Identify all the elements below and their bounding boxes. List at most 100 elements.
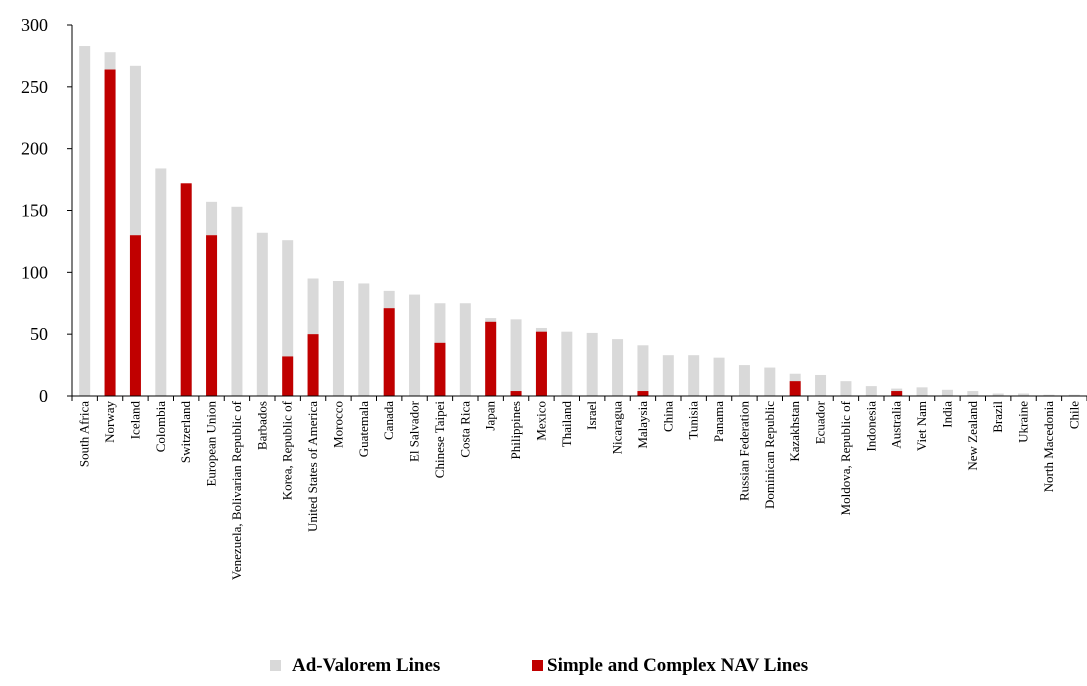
x-tick-label-indonesia: Indonesia — [863, 401, 878, 452]
nav-bar-malaysia — [637, 391, 649, 396]
y-tick-label: 200 — [21, 139, 48, 159]
x-tick-label-united-states-of-america: United States of America — [305, 401, 320, 532]
x-tick-label-brazil: Brazil — [990, 401, 1005, 433]
nav-bar-switzerland — [180, 183, 192, 396]
ad-valorem-bar-malaysia — [637, 345, 649, 396]
ad-valorem-bar-el-salvador — [409, 294, 421, 396]
ad-valorem-bar-iceland — [129, 65, 141, 396]
ad-valorem-bar-viet-nam — [916, 387, 928, 396]
x-tick-label-korea-republic-of: Korea, Republic of — [280, 400, 295, 500]
x-tick-label-north-macedonia: North Macedonia — [1041, 401, 1056, 493]
ad-valorem-bar-korea-republic-of — [282, 240, 294, 396]
x-tick-label-israel: Israel — [584, 401, 599, 430]
ad-valorem-bar-nicaragua — [612, 339, 624, 396]
legend: Ad-Valorem Lines Simple and Complex NAV … — [270, 655, 808, 676]
ad-valorem-bar-tunisia — [688, 355, 700, 396]
ad-valorem-bar-israel — [586, 332, 598, 396]
ad-valorem-bar-china — [662, 355, 674, 396]
x-tick-label-india: India — [939, 401, 954, 428]
ad-valorem-bar-moldova-republic-of — [840, 381, 852, 396]
x-tick-label-malaysia: Malaysia — [635, 401, 650, 449]
ad-valorem-bar-guatemala — [358, 283, 370, 396]
nav-bar-iceland — [129, 235, 141, 396]
x-tick-label-ukraine: Ukraine — [1016, 401, 1031, 443]
ad-valorem-bar-india — [941, 389, 953, 396]
ad-valorem-bar-ecuador — [815, 374, 827, 396]
ad-valorem-bar-chile — [1068, 394, 1080, 396]
x-tick-label-china: China — [660, 401, 675, 432]
legend-swatch-ad-valorem — [270, 660, 281, 671]
x-tick-label-colombia: Colombia — [153, 401, 168, 453]
nav-bar-norway — [104, 69, 116, 397]
x-tick-label-dominican-republic: Dominican Republic — [762, 401, 777, 509]
ad-valorem-bar-venezuela-bolivarian-republic-of — [231, 206, 243, 396]
ad-valorem-bar-panama — [713, 357, 725, 396]
x-tick-label-iceland: Iceland — [127, 401, 142, 440]
x-tick-label-guatemala: Guatemala — [356, 401, 371, 458]
x-tick-label-russian-federation: Russian Federation — [736, 401, 751, 502]
bars-layer — [79, 46, 1080, 397]
ad-valorem-bar-south-africa — [79, 46, 91, 397]
nav-bar-united-states-of-america — [307, 334, 319, 396]
legend-swatch-nav — [532, 660, 543, 671]
x-tick-label-barbados: Barbados — [254, 401, 269, 450]
legend-label-ad-valorem: Ad-Valorem Lines — [292, 655, 440, 676]
ad-valorem-bar-barbados — [256, 232, 268, 396]
ad-valorem-bar-thailand — [561, 331, 573, 396]
nav-bar-australia — [891, 391, 903, 396]
y-tick-label: 150 — [21, 201, 48, 221]
x-tick-label-south-africa: South Africa — [77, 401, 92, 467]
x-tick-label-japan: Japan — [483, 401, 498, 431]
legend-label-nav: Simple and Complex NAV Lines — [547, 655, 808, 676]
x-tick-label-costa-rica: Costa Rica — [457, 401, 472, 458]
x-tick-label-moldova-republic-of: Moldova, Republic of — [838, 400, 853, 515]
y-tick-label: 0 — [39, 386, 48, 406]
nav-bar-chinese-taipei — [434, 342, 446, 396]
x-tick-labels: South Africa Norway Iceland Colombia Switzer… — [77, 400, 1082, 580]
x-tick-label-chinese-taipei: Chinese Taipei — [432, 401, 447, 479]
x-tick-label-new-zealand: New Zealand — [965, 401, 980, 471]
x-tick-label-switzerland: Switzerland — [178, 401, 193, 464]
x-tick-label-morocco: Morocco — [330, 401, 345, 448]
nav-bar-kazakhstan — [789, 381, 801, 396]
x-tick-label-el-salvador: El Salvador — [407, 400, 422, 462]
ad-valorem-bar-north-macedonia — [1043, 394, 1055, 396]
ad-valorem-bar-colombia — [155, 168, 167, 396]
x-tick-label-panama: Panama — [711, 401, 726, 442]
x-tick-label-viet-nam: Viet Nam — [914, 401, 929, 451]
ad-valorem-bar-new-zealand — [967, 391, 979, 396]
ad-valorem-bar-brazil — [992, 393, 1004, 396]
ad-valorem-bar-ukraine — [1018, 393, 1030, 396]
x-tick-label-chile: Chile — [1066, 401, 1081, 429]
x-tick-label-venezuela-bolivarian-republic-of: Venezuela, Bolivarian Republic of — [229, 400, 244, 580]
nav-bar-philippines — [510, 391, 522, 396]
y-tick-label: 300 — [21, 15, 48, 35]
x-tick-label-mexico: Mexico — [533, 401, 548, 441]
nav-bar-canada — [383, 308, 395, 396]
nav-bar-mexico — [535, 331, 547, 396]
nav-bar-european-union — [206, 235, 218, 396]
y-tick-label: 50 — [30, 324, 48, 344]
x-tick-label-canada: Canada — [381, 401, 396, 440]
y-tick-label: 250 — [21, 77, 48, 97]
x-tick-label-nicaragua: Nicaragua — [610, 401, 625, 455]
ad-valorem-bar-philippines — [510, 319, 522, 396]
ad-valorem-bar-morocco — [332, 280, 344, 396]
ad-valorem-bar-indonesia — [865, 386, 877, 396]
x-tick-label-kazakhstan: Kazakhstan — [787, 401, 802, 462]
nav-bar-korea-republic-of — [282, 356, 294, 396]
x-tick-label-thailand: Thailand — [559, 401, 574, 448]
ad-valorem-bar-russian-federation — [738, 365, 750, 396]
x-tick-label-european-union: European Union — [204, 400, 219, 486]
nav-bar-japan — [485, 321, 497, 396]
ad-valorem-bar-dominican-republic — [764, 367, 776, 396]
ad-valorem-bar-costa-rica — [459, 303, 471, 396]
y-tick-label: 100 — [21, 262, 48, 282]
x-tick-label-australia: Australia — [889, 401, 904, 449]
x-tick-label-norway: Norway — [102, 401, 117, 443]
axes-layer: 0 50 100 150 200 250 300 — [21, 15, 1087, 406]
x-tick-label-philippines: Philippines — [508, 401, 523, 460]
x-tick-label-ecuador: Ecuador — [813, 400, 828, 444]
